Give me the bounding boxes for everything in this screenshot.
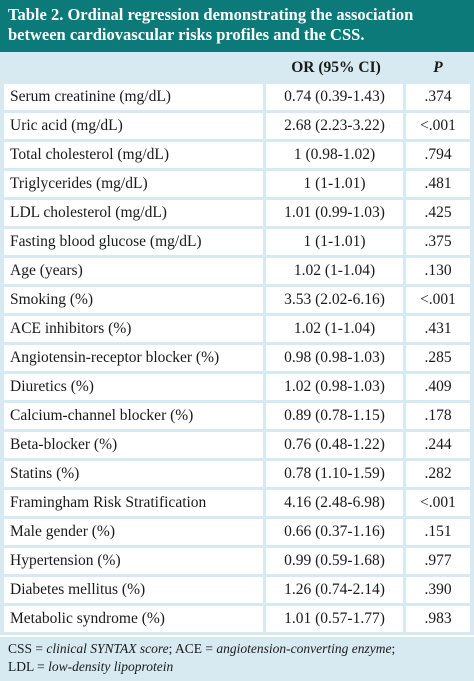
row-or-value: 1.02 (1-1.04)	[266, 316, 406, 342]
row-or-value: 1.02 (1-1.04)	[266, 258, 406, 284]
table-row: Smoking (%) 3.53 (2.02-6.16) <.001	[4, 287, 470, 313]
row-or-value: 1.01 (0.57-1.77)	[266, 606, 406, 632]
row-or-value: 1 (1-1.01)	[266, 229, 406, 255]
footnote-ace-def: angiotension-converting enzyme	[216, 641, 392, 656]
table-row: Fasting blood glucose (mg/dL) 1 (1-1.01).…	[4, 229, 470, 255]
table-row: Serum creatinine (mg/dL) 0.74 (0.39-1.43)…	[4, 84, 470, 110]
regression-table: OR (95% CI) P Serum creatinine (mg/dL) 0.…	[4, 52, 470, 635]
row-label: Metabolic syndrome (%)	[4, 606, 266, 632]
table-row: ACE inhibitors (%) 1.02 (1-1.04) .431	[4, 316, 470, 342]
row-label: Hypertension (%)	[4, 548, 266, 574]
header-p: P	[406, 55, 470, 81]
row-p-value: .409	[406, 374, 470, 400]
row-label: ACE inhibitors (%)	[4, 316, 266, 342]
row-label: Angiotensin-receptor blocker (%)	[4, 345, 266, 371]
footnote-sep: ;	[168, 641, 176, 656]
row-label: Fasting blood glucose (mg/dL)	[4, 229, 266, 255]
table-row: Hypertension (%) 0.99 (0.59-1.68) .977	[4, 548, 470, 574]
row-p-value: .374	[406, 84, 470, 110]
row-p-value: <.001	[406, 490, 470, 516]
row-label: Uric acid (mg/dL)	[4, 113, 266, 139]
row-label: Serum creatinine (mg/dL)	[4, 84, 266, 110]
row-label: Smoking (%)	[4, 287, 266, 313]
table-row: Diabetes mellitus (%) 1.26 (0.74-2.14) .39…	[4, 577, 470, 603]
row-or-value: 4.16 (2.48-6.98)	[266, 490, 406, 516]
footnote-ldl-abbr: LDL	[8, 659, 34, 674]
header-blank	[4, 55, 266, 81]
row-p-value: .178	[406, 403, 470, 429]
footnote-css-def: clinical SYNTAX score	[46, 641, 169, 656]
row-or-value: 2.68 (2.23-3.22)	[266, 113, 406, 139]
row-or-value: 3.53 (2.02-6.16)	[266, 287, 406, 313]
row-p-value: .151	[406, 519, 470, 545]
table-row: Total cholesterol (mg/dL) 1 (0.98-1.02) .7…	[4, 142, 470, 168]
row-label: Diuretics (%)	[4, 374, 266, 400]
row-label: Beta-blocker (%)	[4, 432, 266, 458]
row-p-value: .977	[406, 548, 470, 574]
row-or-value: 0.98 (0.98-1.03)	[266, 345, 406, 371]
row-label: Framingham Risk Stratification	[4, 490, 266, 516]
row-p-value: .425	[406, 200, 470, 226]
row-label: Male gender (%)	[4, 519, 266, 545]
row-label: LDL cholesterol (mg/dL)	[4, 200, 266, 226]
row-or-value: 0.89 (0.78-1.15)	[266, 403, 406, 429]
row-or-value: 0.76 (0.48-1.22)	[266, 432, 406, 458]
table-row: Diuretics (%) 1.02 (0.98-1.03) .409	[4, 374, 470, 400]
row-p-value: .244	[406, 432, 470, 458]
row-p-value: .375	[406, 229, 470, 255]
row-label: Total cholesterol (mg/dL)	[4, 142, 266, 168]
table-row: Age (years) 1.02 (1-1.04) .130	[4, 258, 470, 284]
table-row: Calcium-channel blocker (%) 0.89 (0.78-1.…	[4, 403, 470, 429]
footnote-sep: ;	[391, 641, 396, 656]
table-row: Uric acid (mg/dL) 2.68 (2.23-3.22) <.001	[4, 113, 470, 139]
footnote-line-2: LDL = low-density lipoprotein	[8, 658, 466, 676]
row-p-value: <.001	[406, 113, 470, 139]
row-or-value: 1 (1-1.01)	[266, 171, 406, 197]
row-or-value: 1.02 (0.98-1.03)	[266, 374, 406, 400]
table-row: Male gender (%) 0.66 (0.37-1.16) .151	[4, 519, 470, 545]
row-label: Statins (%)	[4, 461, 266, 487]
table-footnote: CSS = clinical SYNTAX score; ACE = angio…	[0, 635, 474, 681]
table-row: Statins (%) 0.78 (1.10-1.59) .282	[4, 461, 470, 487]
row-or-value: 0.74 (0.39-1.43)	[266, 84, 406, 110]
table-row: Beta-blocker (%) 0.76 (0.48-1.22) .244	[4, 432, 470, 458]
row-label: Calcium-channel blocker (%)	[4, 403, 266, 429]
row-p-value: .130	[406, 258, 470, 284]
footnote-eq: =	[32, 641, 47, 656]
footnote-eq: =	[202, 641, 217, 656]
table-row: Triglycerides (mg/dL) 1 (1-1.01) .481	[4, 171, 470, 197]
footnote-ldl-def: low-density lipoprotein	[48, 659, 174, 674]
header-or: OR (95% CI)	[266, 55, 406, 81]
row-p-value: .794	[406, 142, 470, 168]
row-p-value: .431	[406, 316, 470, 342]
table-row: Angiotensin-receptor blocker (%) 0.98 (0.…	[4, 345, 470, 371]
row-p-value: .481	[406, 171, 470, 197]
footnote-ace-abbr: ACE	[175, 641, 203, 656]
table-row: Metabolic syndrome (%) 1.01 (0.57-1.77) .9…	[4, 606, 470, 632]
table-row: LDL cholesterol (mg/dL) 1.01 (0.99-1.03).…	[4, 200, 470, 226]
footnote-css-abbr: CSS	[8, 641, 33, 656]
header-row: OR (95% CI) P	[4, 55, 470, 81]
table-title: Table 2. Ordinal regression demonstratin…	[0, 0, 474, 52]
row-or-value: 0.66 (0.37-1.16)	[266, 519, 406, 545]
table-container: OR (95% CI) P Serum creatinine (mg/dL) 0.…	[0, 52, 474, 635]
row-label: Diabetes mellitus (%)	[4, 577, 266, 603]
row-or-value: 1 (0.98-1.02)	[266, 142, 406, 168]
row-or-value: 0.78 (1.10-1.59)	[266, 461, 406, 487]
row-or-value: 1.01 (0.99-1.03)	[266, 200, 406, 226]
row-p-value: .285	[406, 345, 470, 371]
table-row: Framingham Risk Stratification 4.16 (2.48…	[4, 490, 470, 516]
row-label: Triglycerides (mg/dL)	[4, 171, 266, 197]
row-p-value: .390	[406, 577, 470, 603]
footnote-eq: =	[33, 659, 49, 674]
row-label: Age (years)	[4, 258, 266, 284]
row-p-value: .282	[406, 461, 470, 487]
row-or-value: 0.99 (0.59-1.68)	[266, 548, 406, 574]
row-p-value: <.001	[406, 287, 470, 313]
table-body: Serum creatinine (mg/dL) 0.74 (0.39-1.43)…	[4, 84, 470, 632]
row-or-value: 1.26 (0.74-2.14)	[266, 577, 406, 603]
row-p-value: .983	[406, 606, 470, 632]
footnote-line-1: CSS = clinical SYNTAX score; ACE = angio…	[8, 640, 466, 658]
